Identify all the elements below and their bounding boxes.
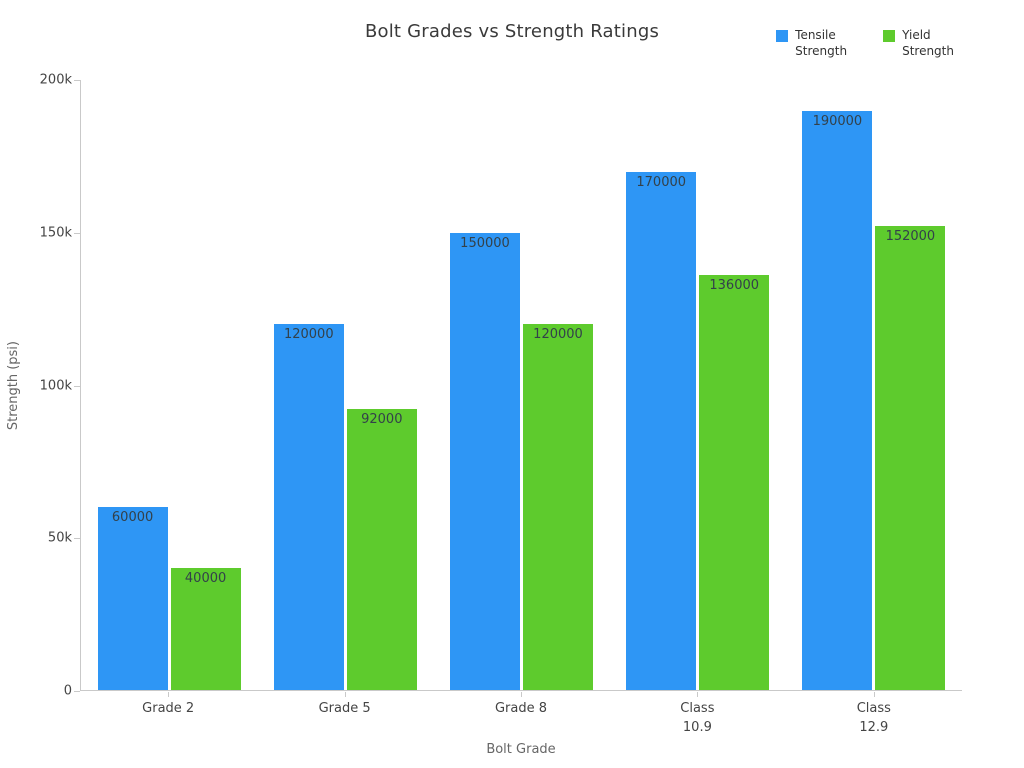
y-tick-label: 200k bbox=[39, 72, 72, 88]
bar-tensile-strength-grade-2: 60000 bbox=[97, 507, 168, 690]
y-tick-mark bbox=[74, 232, 80, 234]
bar-group-grade-8: 150000 120000 bbox=[433, 80, 609, 690]
y-tick-label: 150k bbox=[39, 225, 72, 241]
bar-value-label: 120000 bbox=[533, 327, 583, 342]
bar-value-label: 152000 bbox=[885, 229, 936, 245]
bar-group-grade-2: 60000 40000 bbox=[81, 80, 257, 690]
bar-value-label: 136000 bbox=[709, 278, 760, 294]
bar-value-label: 60000 bbox=[111, 510, 154, 525]
x-category-label: Grade 5 bbox=[318, 701, 371, 716]
y-tick-mark bbox=[74, 538, 80, 540]
x-tick-mark bbox=[344, 692, 346, 697]
bar-yield-strength-class-10-9: 136000 bbox=[699, 275, 770, 690]
legend-item-tensile-strength[interactable]: Tensile Strength bbox=[776, 28, 847, 59]
x-tick-mark bbox=[168, 692, 170, 697]
bar-group-class-10-9: 170000 136000 bbox=[610, 80, 786, 690]
x-category-label: Class 12.9 bbox=[856, 701, 891, 735]
x-tick-mark bbox=[873, 692, 875, 697]
chart-title: Bolt Grades vs Strength Ratings bbox=[364, 21, 660, 42]
bar-tensile-strength-grade-8: 150000 bbox=[450, 232, 520, 690]
y-tick-label: 50k bbox=[47, 530, 72, 546]
legend-item-yield-strength[interactable]: Yield Strength bbox=[883, 28, 954, 59]
bar-tensile-strength-class-10-9: 170000 bbox=[626, 171, 697, 690]
bar-value-label: 92000 bbox=[361, 412, 403, 428]
x-tick-mark bbox=[697, 692, 699, 697]
bar-value-label: 150000 bbox=[460, 235, 510, 251]
bar-value-label: 170000 bbox=[636, 174, 687, 190]
bar-yield-strength-grade-8: 120000 bbox=[523, 324, 593, 690]
x-category-label: Grade 2 bbox=[142, 701, 195, 716]
legend: Tensile Strength Yield Strength bbox=[776, 28, 954, 59]
bar-value-label: 190000 bbox=[812, 113, 863, 129]
bar-yield-strength-class-12-9: 152000 bbox=[875, 226, 946, 690]
legend-swatch-yield-strength bbox=[883, 30, 896, 42]
bar-value-label: 40000 bbox=[184, 571, 227, 586]
y-tick-mark bbox=[74, 385, 80, 387]
plot-area: 60000 40000 120000 92000 150000 120000 170000 1… bbox=[80, 80, 962, 691]
bar-yield-strength-grade-5: 92000 bbox=[346, 409, 417, 690]
legend-label: Yield Strength bbox=[902, 28, 954, 58]
y-tick-mark bbox=[74, 80, 80, 81]
x-category-label: Class 10.9 bbox=[680, 701, 715, 735]
bar-tensile-strength-class-12-9: 190000 bbox=[802, 110, 873, 690]
y-tick-label: 100k bbox=[39, 378, 72, 393]
x-axis-title: Bolt Grade bbox=[486, 742, 556, 757]
bar-value-label: 120000 bbox=[283, 327, 334, 342]
bar-group-class-12-9: 190000 152000 bbox=[786, 80, 962, 690]
y-tick-label: 0 bbox=[63, 683, 72, 699]
y-tick-mark bbox=[74, 691, 80, 692]
x-category-label: Grade 8 bbox=[494, 701, 548, 716]
bar-group-grade-5: 120000 92000 bbox=[257, 80, 433, 690]
bar-tensile-strength-grade-5: 120000 bbox=[273, 324, 344, 690]
bar-yield-strength-grade-2: 40000 bbox=[170, 568, 241, 690]
x-tick-mark bbox=[521, 692, 522, 697]
legend-swatch-tensile-strength bbox=[776, 30, 789, 42]
legend-label: Tensile Strength bbox=[795, 28, 848, 58]
